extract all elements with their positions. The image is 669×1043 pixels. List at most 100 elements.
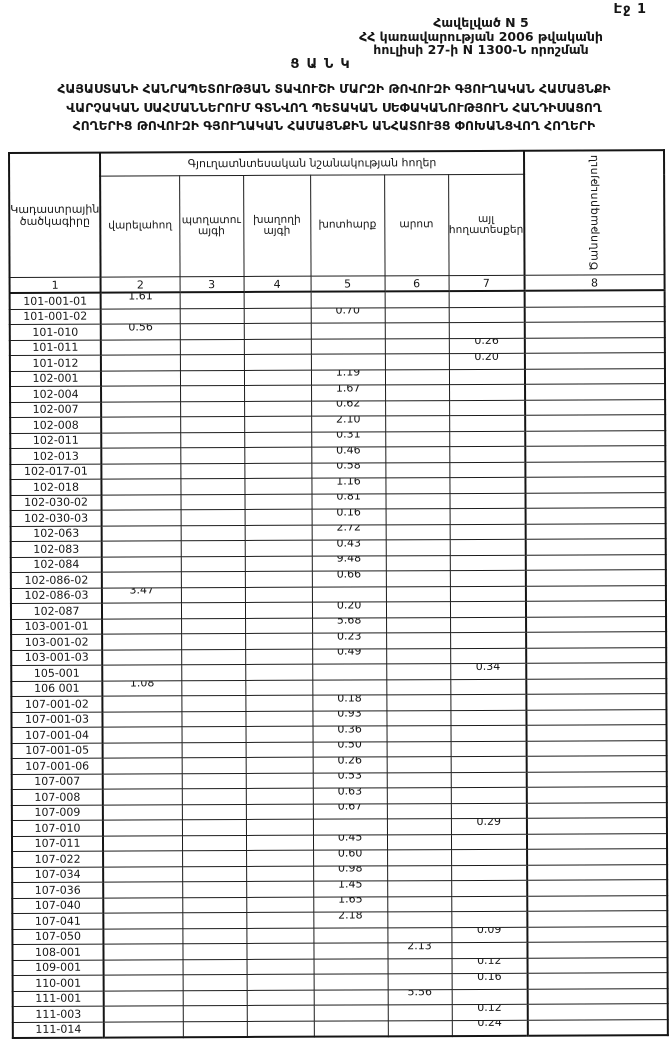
area-value-cell xyxy=(244,369,312,386)
area-value-cell xyxy=(310,338,385,355)
note-cell xyxy=(527,910,668,927)
cadastral-code-cell: 102-017-01 xyxy=(10,463,102,480)
note-cell xyxy=(527,879,668,896)
area-value-cell xyxy=(182,865,247,882)
area-value-cell xyxy=(103,928,183,945)
area-value-cell xyxy=(103,943,183,960)
header-group-row: Կադաստրային ծածկագիրը Գյուղատնտեսական նշ… xyxy=(9,150,665,278)
area-value-cell xyxy=(182,943,247,960)
cadastral-code-cell: 107-010 xyxy=(11,820,104,836)
area-value-cell xyxy=(182,1020,247,1038)
area-value-cell xyxy=(385,493,450,509)
area-value-cell xyxy=(310,322,385,339)
cadastral-code-cell: 101-012 xyxy=(9,355,102,371)
area-value: 1.16 xyxy=(336,477,361,488)
cadastral-code-cell: 101-010 xyxy=(9,324,101,340)
area-value-cell xyxy=(448,322,525,339)
area-value-cell: 1.45 xyxy=(313,880,388,897)
cadastral-code-cell: 107-036 xyxy=(12,882,104,898)
area-value: 0.26 xyxy=(337,756,363,767)
area-value-cell xyxy=(451,833,528,850)
area-value-cell xyxy=(102,726,182,743)
col-header-fruit-orchard: պտղատու այգի xyxy=(179,175,244,277)
area-value-cell xyxy=(451,895,528,912)
area-value-cell xyxy=(386,818,452,835)
area-value-cell xyxy=(449,523,526,540)
area-value-cell xyxy=(101,432,181,449)
area-value-cell xyxy=(244,493,312,510)
area-value-cell xyxy=(181,679,246,696)
area-value-cell xyxy=(244,400,312,417)
area-value-cell xyxy=(180,540,245,557)
area-value-cell xyxy=(449,508,526,525)
area-value-cell xyxy=(450,725,527,742)
area-value-cell: 0.53 xyxy=(312,772,387,789)
area-value-cell xyxy=(451,880,528,897)
cadastral-code-cell: 107-041 xyxy=(12,913,104,929)
note-cell xyxy=(526,833,667,850)
area-value: 0.50 xyxy=(337,741,362,751)
note-cell xyxy=(525,538,666,555)
area-value-cell xyxy=(100,339,180,356)
column-number: 6 xyxy=(384,275,449,292)
area-value: 1.08 xyxy=(129,680,155,690)
area-value-cell xyxy=(313,1004,388,1021)
subtitle-line: ՀՈՂԵՐԻՑ ԹՈՎՈՒԶԻ ԳՅՈՒՂԱԿԱՆ ՀԱՄԱՅՆՔԻՆ ԱՆՀԱ… xyxy=(72,119,596,133)
area-value-cell xyxy=(246,1020,314,1037)
area-value-cell xyxy=(450,647,527,664)
area-value-cell: 0.81 xyxy=(311,493,386,510)
cadastral-code-cell: 102-004 xyxy=(10,386,102,402)
area-value-cell xyxy=(386,710,451,726)
cadastral-code-cell: 107-008 xyxy=(11,789,103,805)
area-value: 0.16 xyxy=(336,508,361,519)
area-value-cell xyxy=(246,943,314,959)
area-value-cell xyxy=(182,974,247,991)
area-value-cell xyxy=(102,773,182,790)
area-value-cell xyxy=(181,602,246,619)
cadastral-code-cell: 101-001-01 xyxy=(9,292,101,309)
area-value-cell xyxy=(243,354,312,370)
area-value-cell xyxy=(103,1005,183,1022)
area-value-cell: 0.60 xyxy=(313,849,388,866)
area-value-cell xyxy=(310,291,385,308)
appendix-line: հուլիսի 27-ի N 1300-Ն որոշման xyxy=(373,42,589,57)
note-cell xyxy=(526,662,667,679)
note-cell xyxy=(526,709,667,726)
cadastral-code-cell: 110-001 xyxy=(12,975,104,991)
area-value-cell xyxy=(103,850,183,867)
area-value: 2.18 xyxy=(338,911,363,922)
area-value-cell: 0.16 xyxy=(451,973,528,990)
appendix-header: Հավելված N 5 ՀՀ կառավարության 2006 թվակա… xyxy=(311,16,651,57)
area-value-cell xyxy=(245,772,313,789)
cadastral-code-cell: 102-063 xyxy=(10,525,102,542)
area-value-cell: 0.24 xyxy=(451,1019,528,1037)
area-value-cell xyxy=(182,881,247,898)
note-cell xyxy=(525,507,666,524)
column-number: 5 xyxy=(310,275,385,292)
cadastral-code-cell: 105-001 xyxy=(11,665,103,681)
area-value-cell xyxy=(182,896,247,913)
area-value-cell xyxy=(245,695,313,711)
area-value-cell xyxy=(182,850,247,867)
area-value-cell xyxy=(449,477,526,494)
area-value-cell xyxy=(243,323,311,339)
area-value-cell xyxy=(180,478,245,495)
area-value-cell xyxy=(244,571,312,587)
area-value-cell: 2.18 xyxy=(313,911,388,928)
area-value: 0.20 xyxy=(474,353,499,363)
note-cell xyxy=(525,476,666,493)
document-title: ՑԱՆԿ xyxy=(290,57,357,72)
area-value-cell: 3.47 xyxy=(101,587,182,604)
area-value-cell xyxy=(181,726,246,743)
area-value-cell: 0.26 xyxy=(312,756,387,773)
area-value-cell xyxy=(181,803,246,820)
area-value-cell xyxy=(246,881,314,897)
area-value-cell xyxy=(181,741,246,758)
cadastral-code-cell: 101-001-02 xyxy=(9,308,101,325)
area-value-cell xyxy=(387,834,452,850)
area-value-cell: 0.18 xyxy=(312,694,387,711)
area-value: 0.16 xyxy=(477,973,502,983)
area-value: 0.81 xyxy=(336,493,361,503)
area-value-cell xyxy=(387,849,452,866)
note-cell xyxy=(527,864,668,881)
